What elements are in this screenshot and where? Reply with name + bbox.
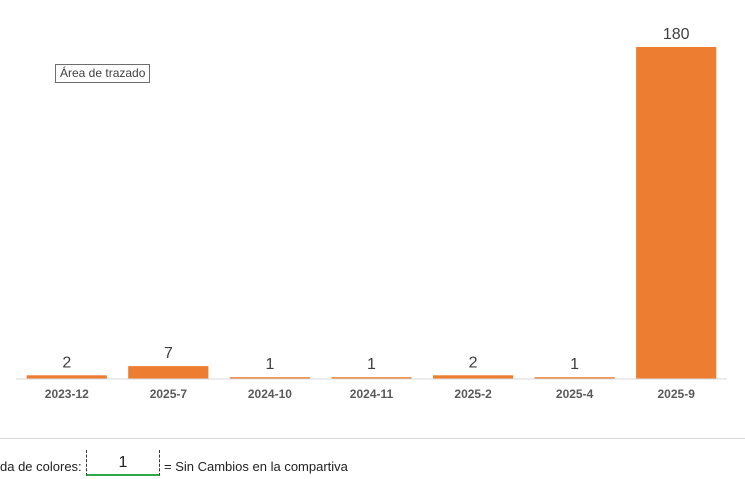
category-label-2023-12: 2023-12	[45, 387, 89, 401]
value-label-2025-2: 2	[469, 354, 478, 371]
bar-2024-11[interactable]	[331, 377, 412, 379]
legend-label: da de colores:	[0, 459, 82, 474]
bar-2025-7[interactable]	[128, 366, 209, 379]
color-legend: da de colores: 1 = Sin Cambios en la com…	[0, 450, 745, 479]
category-label-2024-11: 2024-11	[350, 387, 394, 401]
category-label-2025-7: 2025-7	[150, 387, 188, 401]
footer-divider	[0, 438, 745, 439]
value-label-2023-12: 2	[62, 354, 71, 371]
category-label-2024-10: 2024-10	[248, 387, 292, 401]
category-label-2025-4: 2025-4	[556, 387, 594, 401]
bars-layer	[26, 47, 717, 379]
legend-sample-cell[interactable]: 1	[86, 450, 160, 476]
value-label-2025-4: 1	[570, 356, 579, 373]
plot-area-tooltip: Área de trazado	[55, 64, 151, 83]
bar-2025-2[interactable]	[433, 375, 514, 379]
category-label-2025-9: 2025-9	[658, 387, 696, 401]
value-labels-layer: 2 7 1 1 2 1 180	[62, 26, 689, 373]
bar-2025-4[interactable]	[534, 377, 615, 379]
category-labels-layer: 2023-12 2025-7 2024-10 2024-11 2025-2 2025-4 2…	[45, 387, 695, 401]
bar-2024-10[interactable]	[229, 377, 310, 379]
bar-2025-9[interactable]	[636, 47, 717, 379]
value-label-2024-10: 1	[265, 356, 274, 373]
legend-description: = Sin Cambios en la compartiva	[164, 459, 348, 474]
value-label-2024-11: 1	[367, 356, 376, 373]
value-label-2025-7: 7	[164, 345, 173, 362]
bar-2023-12[interactable]	[26, 375, 107, 379]
category-label-2025-2: 2025-2	[454, 387, 492, 401]
value-label-2025-9: 180	[663, 26, 690, 43]
